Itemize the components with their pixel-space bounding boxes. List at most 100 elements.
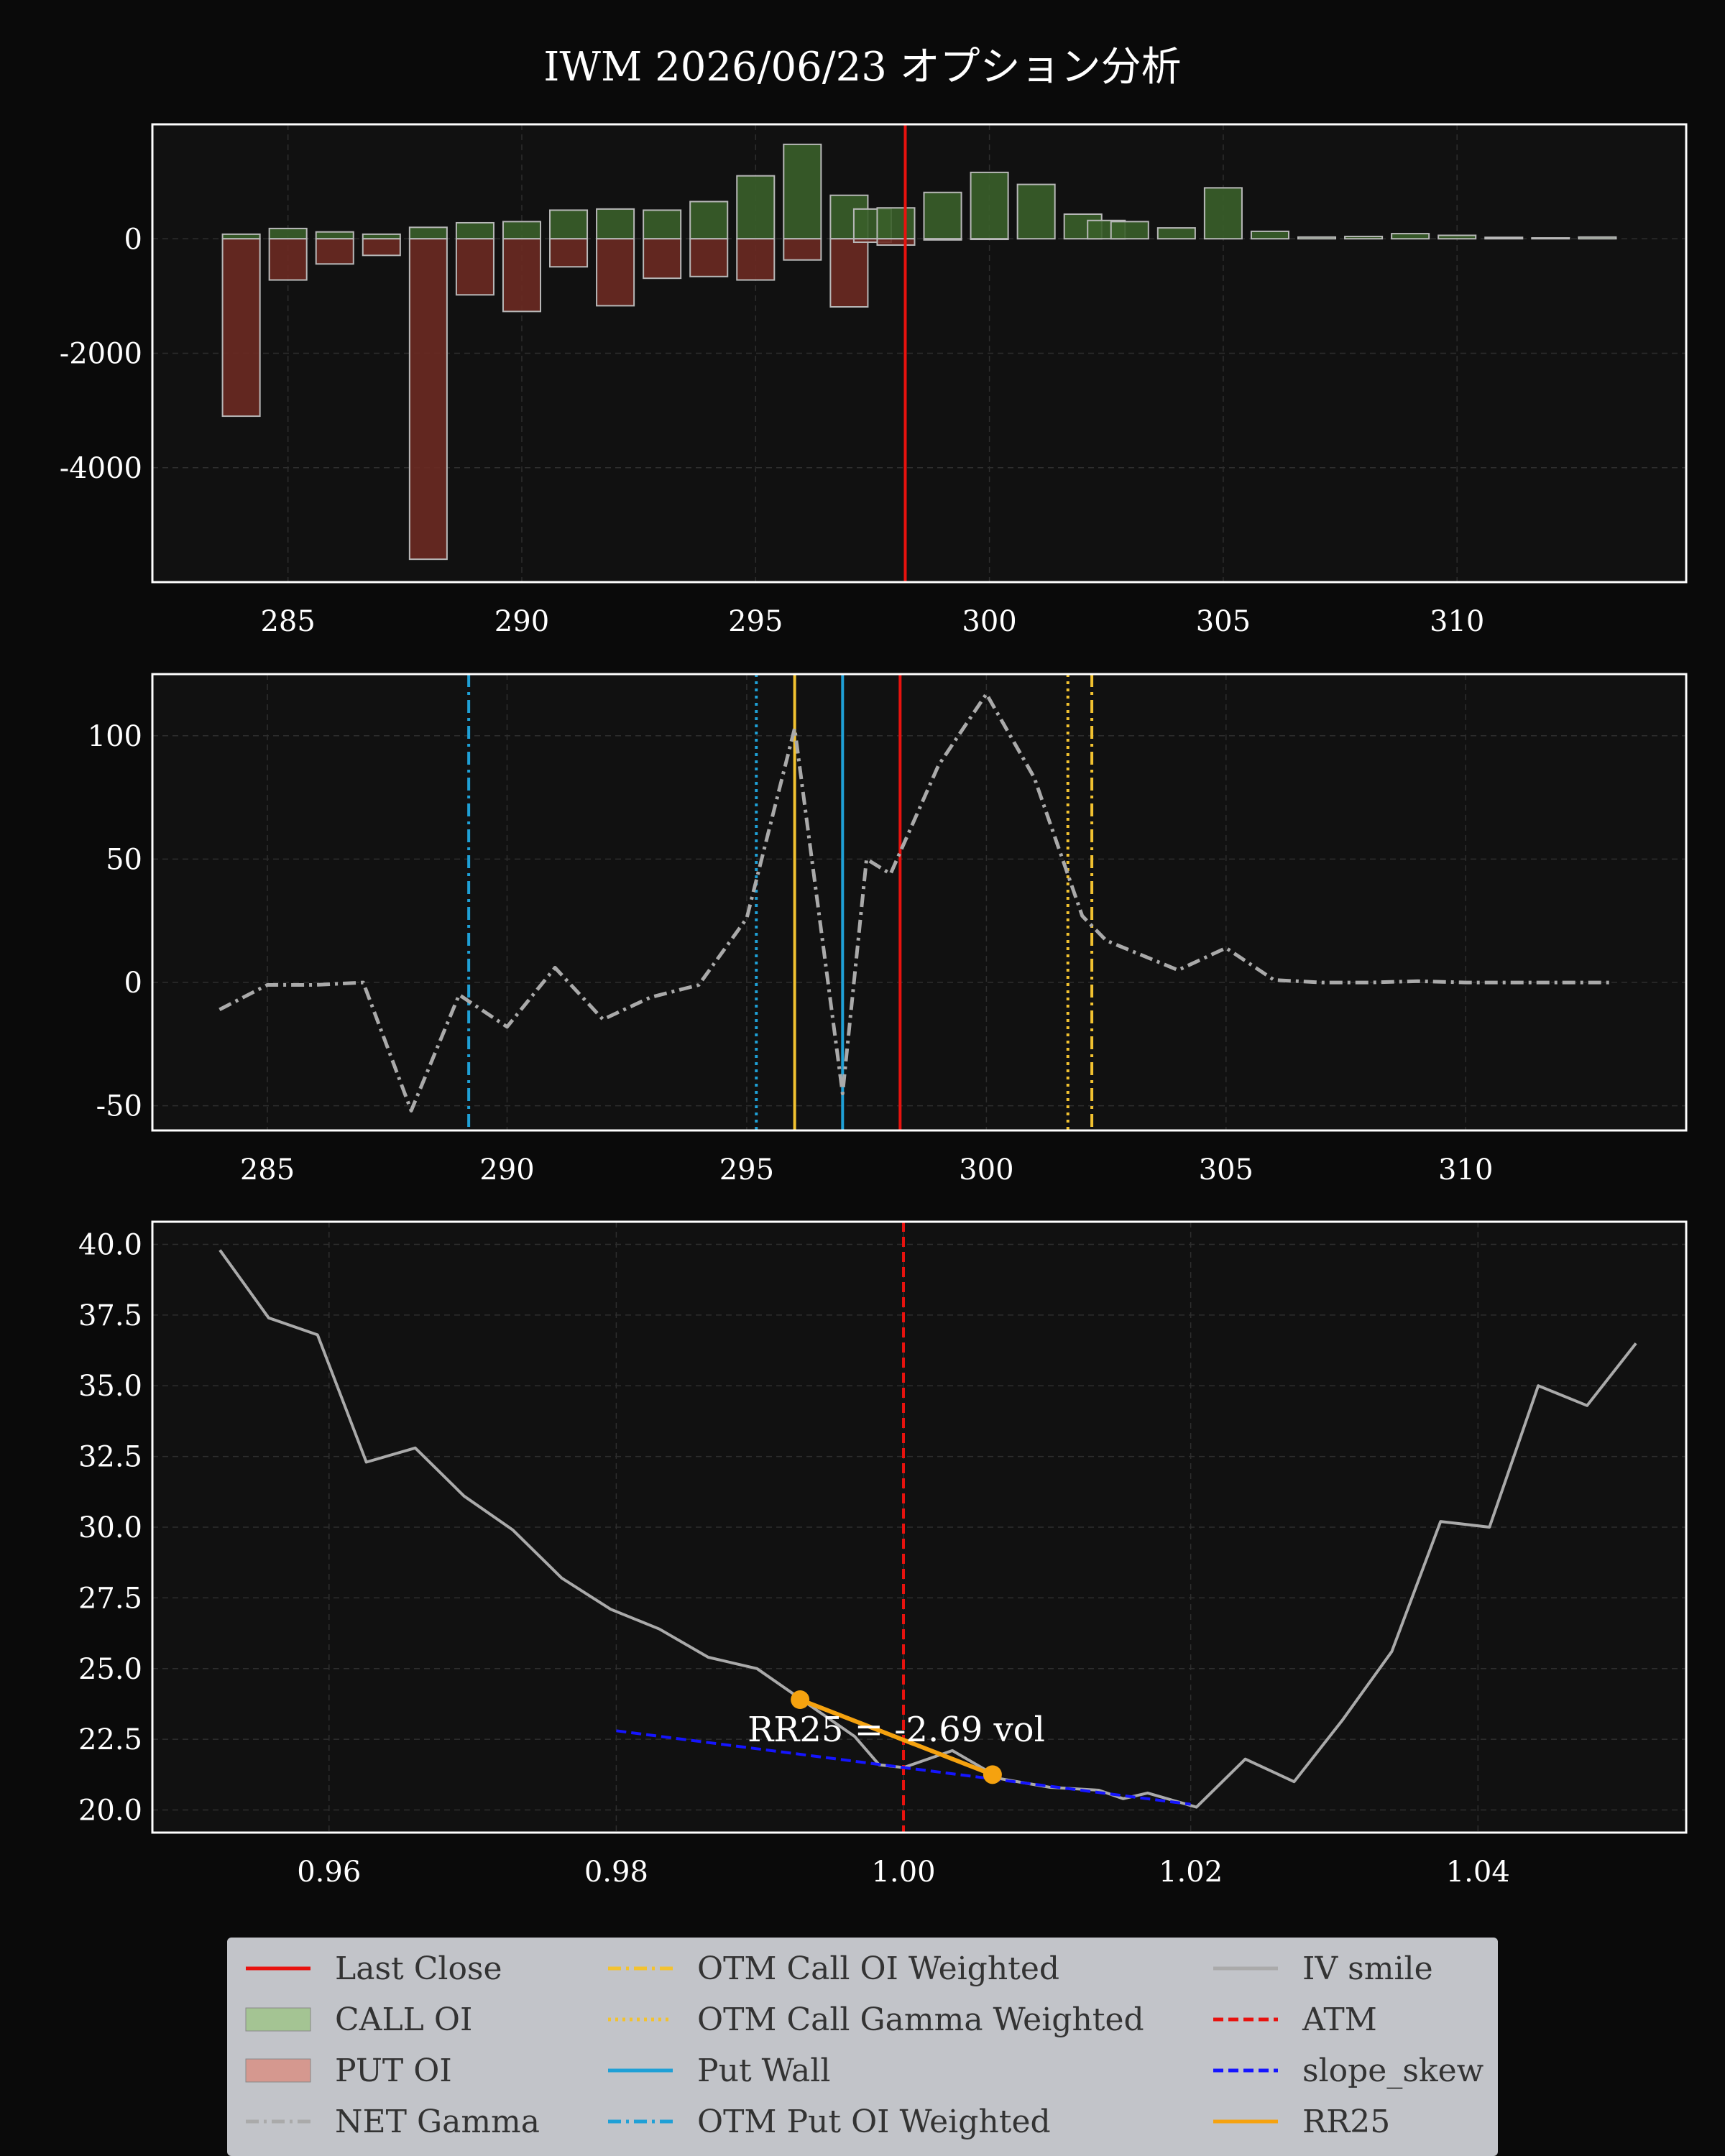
- call-oi-bar: [1250, 230, 1289, 240]
- legend-swatch: [239, 2056, 318, 2085]
- legend-item-atm: ATM: [1206, 1994, 1377, 2045]
- legend-label: Last Close: [335, 1950, 502, 1987]
- y-tick-label: -50: [96, 1090, 142, 1123]
- call-oi-bar: [549, 209, 589, 240]
- y-tick-label: 35.0: [78, 1370, 142, 1403]
- y-tick-label: 27.5: [78, 1582, 142, 1615]
- legend-label: ATM: [1302, 2001, 1377, 2038]
- call-oi-bar: [1484, 236, 1524, 240]
- legend-item-rr25: RR25: [1206, 2096, 1390, 2147]
- legend-swatch: [1206, 2005, 1285, 2034]
- y-tick-label: 25.0: [78, 1653, 142, 1686]
- legend-label: IV smile: [1302, 1950, 1433, 1987]
- call-oi-bar: [1156, 227, 1196, 240]
- call-oi-bar: [736, 175, 776, 240]
- legend-swatch: [1206, 2107, 1285, 2136]
- call-oi-bar: [502, 221, 542, 240]
- call-oi-bar: [268, 227, 308, 240]
- legend-patch: [245, 2007, 311, 2032]
- plot-background: [152, 674, 1686, 1130]
- x-tick-label: 295: [728, 605, 783, 638]
- x-tick-label: 290: [479, 1153, 534, 1187]
- legend-item-otm-put-oi: OTM Put OI Weighted: [601, 2096, 1051, 2147]
- legend-swatch: [601, 1954, 680, 1983]
- put-oi-bar: [783, 238, 822, 261]
- put-oi-bar: [549, 238, 589, 268]
- legend-swatch-graphic: [1213, 2119, 1278, 2124]
- net-gamma-line: [218, 692, 1610, 1112]
- y-tick-label: 40.0: [78, 1228, 142, 1261]
- put-oi-bar: [643, 238, 682, 280]
- y-tick-label: 37.5: [78, 1299, 142, 1332]
- y-tick-label: 50: [106, 843, 142, 876]
- call-oi-bar: [596, 208, 635, 240]
- legend-label: slope_skew: [1302, 2052, 1484, 2089]
- call-oi-bar: [408, 226, 448, 240]
- legend-swatch-graphic: [1213, 1966, 1278, 1971]
- x-tick-label: 295: [719, 1153, 774, 1187]
- call-oi-bar: [783, 143, 822, 240]
- legend-item-otm-call-gamma: OTM Call Gamma Weighted: [601, 1994, 1144, 2045]
- x-tick-label: 310: [1430, 605, 1484, 638]
- put-oi-bar: [502, 238, 542, 313]
- call-oi-bar: [1578, 236, 1617, 240]
- plot-frame: [151, 123, 1688, 584]
- x-tick-label: 310: [1438, 1153, 1493, 1187]
- y-tick-label: 100: [88, 720, 142, 753]
- rr25-line: [799, 1697, 993, 1777]
- x-tick-label: 300: [962, 605, 1016, 638]
- put-oi-bar: [829, 238, 869, 308]
- legend-item-last-close: Last Close: [239, 1943, 502, 1994]
- legend-swatch-graphic: [246, 2119, 310, 2124]
- x-tick-label: 0.98: [584, 1856, 648, 1889]
- call-oi-bar: [970, 171, 1009, 240]
- put-oi-bar: [315, 238, 354, 265]
- y-tick-label: 32.5: [78, 1441, 142, 1474]
- legend-item-put-wall: Put Wall: [601, 2045, 830, 2096]
- page-title: IWM 2026/06/23 オプション分析: [543, 44, 1182, 91]
- y-tick-label: 20.0: [78, 1795, 142, 1828]
- plot-frame: [151, 1220, 1688, 1834]
- call-oi-bar: [689, 201, 729, 240]
- rr25-point: [983, 1765, 1002, 1784]
- call-oi-bar: [1016, 183, 1056, 240]
- legend: Last Close CALL OI PUT OI NET Gamma OTM …: [227, 1938, 1498, 2156]
- x-tick-label: 300: [959, 1153, 1013, 1187]
- put-oi-bar: [221, 238, 261, 418]
- legend-swatch: [601, 2005, 680, 2034]
- y-tick-label: 0: [124, 223, 142, 256]
- legend-patch: [245, 2058, 311, 2083]
- slope-skew-line: [616, 1729, 1191, 1806]
- put-oi-bar: [596, 238, 635, 307]
- legend-swatch-graphic: [245, 2058, 311, 2083]
- legend-swatch: [601, 2056, 680, 2085]
- legend-swatch: [1206, 2056, 1285, 2085]
- legend-swatch-graphic: [245, 2007, 311, 2032]
- call-oi-bar: [1391, 233, 1430, 240]
- legend-label: NET Gamma: [335, 2103, 540, 2140]
- legend-item-call-oi: CALL OI: [239, 1994, 472, 2045]
- legend-swatch-graphic: [608, 2017, 673, 2022]
- put-oi-bar: [923, 238, 962, 241]
- iv-smile-line: [218, 1249, 1637, 1809]
- legend-swatch-graphic: [1213, 2017, 1278, 2022]
- legend-swatch-graphic: [1213, 2068, 1278, 2073]
- legend-swatch-graphic: [246, 1966, 310, 1971]
- put-oi-bar: [455, 238, 494, 296]
- legend-swatch: [239, 1954, 318, 1983]
- legend-label: OTM Put OI Weighted: [697, 2103, 1051, 2140]
- x-tick-label: 285: [260, 605, 315, 638]
- x-tick-label: 290: [494, 605, 549, 638]
- rr25-point: [791, 1690, 810, 1710]
- legend-item-iv-smile: IV smile: [1206, 1943, 1433, 1994]
- y-tick-label: -4000: [60, 452, 142, 485]
- x-tick-label: 0.96: [297, 1856, 361, 1889]
- legend-item-net-gamma: NET Gamma: [239, 2096, 540, 2147]
- legend-swatch-graphic: [608, 1966, 673, 1971]
- x-tick-label: 305: [1196, 605, 1251, 638]
- put-oi-bar: [268, 238, 308, 281]
- call-oi-bar: [1344, 236, 1384, 240]
- legend-label: Put Wall: [697, 2052, 831, 2089]
- call-oi-bar: [643, 209, 682, 240]
- x-tick-label: 1.04: [1446, 1856, 1510, 1889]
